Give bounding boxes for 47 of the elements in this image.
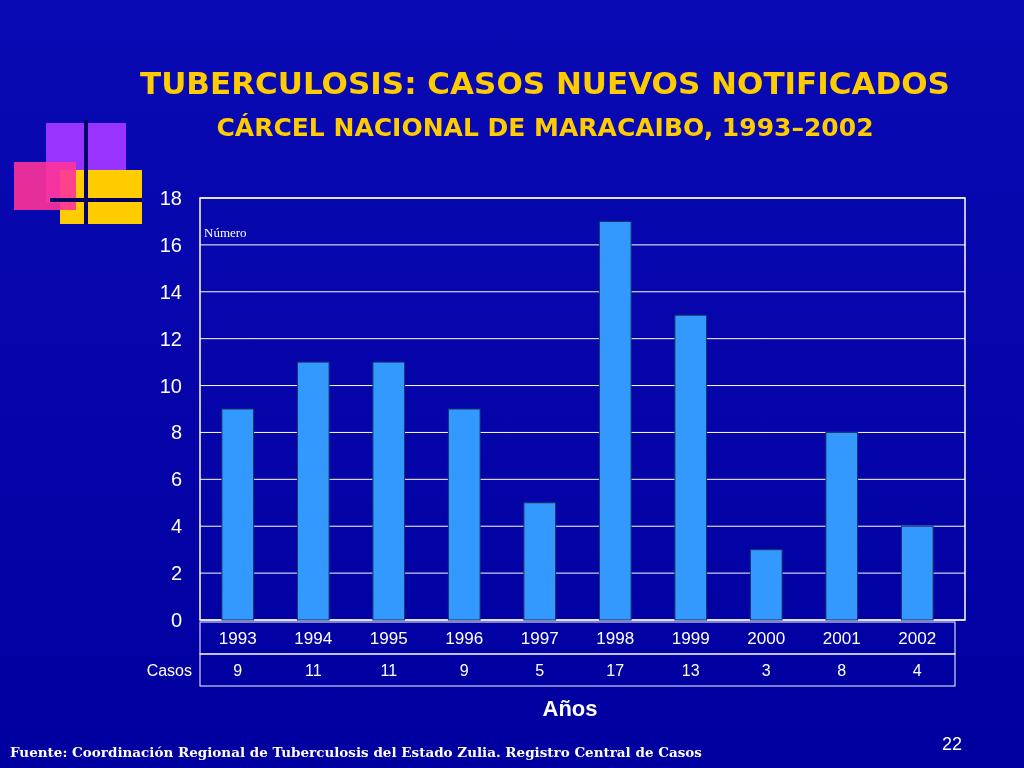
data-label: 11 (380, 662, 398, 679)
x-tick-label: 1996 (445, 630, 484, 647)
y-tick-label: 12 (159, 327, 182, 350)
bar (221, 408, 255, 621)
x-axis-title: Años (542, 696, 598, 721)
text: Casos (146, 662, 192, 679)
y-tick-label: 2 (170, 562, 182, 585)
y-tick-label: 14 (159, 280, 182, 303)
y-tick-label: 16 (159, 233, 182, 256)
data-label: 11 (304, 662, 322, 679)
bar (447, 408, 481, 621)
text: 22 (941, 734, 962, 754)
x-tick-label: 1999 (671, 630, 710, 647)
x-tick-label: 2001 (822, 630, 861, 647)
bar (523, 502, 557, 621)
data-label: 8 (837, 662, 847, 679)
y-axis-title: Número (204, 225, 247, 240)
y-tick-label: 6 (170, 468, 182, 491)
y-tick-label: 4 (170, 515, 182, 538)
y-tick-label: 10 (159, 374, 182, 397)
x-tick-label: 1993 (218, 630, 257, 647)
x-tick-label: 2000 (747, 630, 786, 647)
x-tick-label: 1994 (294, 630, 333, 647)
data-label: 9 (459, 662, 469, 679)
data-label: 9 (233, 662, 243, 679)
data-label: 3 (761, 662, 771, 679)
bar (674, 314, 708, 621)
bar (296, 361, 330, 621)
data-label: 13 (681, 662, 700, 679)
source-note: Fuente: Coordinación Regional de Tuberculosis del Estado Zulia. Registro Central de Casos (10, 744, 703, 760)
x-tick-label: 1998 (596, 630, 635, 647)
chart-title: TUBERCULOSIS: CASOS NUEVOS NOTIFICADOS (140, 65, 950, 101)
bar (598, 220, 632, 621)
data-label: 5 (535, 662, 545, 679)
bar (749, 549, 783, 621)
data-label: 17 (606, 662, 625, 679)
bar (900, 525, 934, 621)
chart-subtitle: CÁRCEL NACIONAL DE MARACAIBO, 1993–2002 (216, 113, 874, 142)
y-tick-label: 18 (159, 187, 182, 209)
y-tick-label: 0 (170, 609, 182, 631)
bar (372, 361, 406, 621)
x-tick-label: 1997 (520, 630, 559, 647)
x-tick-label: 2002 (898, 630, 937, 647)
y-tick-label: 8 (170, 421, 182, 444)
bar (825, 431, 859, 621)
x-tick-label: 1995 (369, 630, 408, 647)
data-label: 4 (912, 662, 922, 679)
